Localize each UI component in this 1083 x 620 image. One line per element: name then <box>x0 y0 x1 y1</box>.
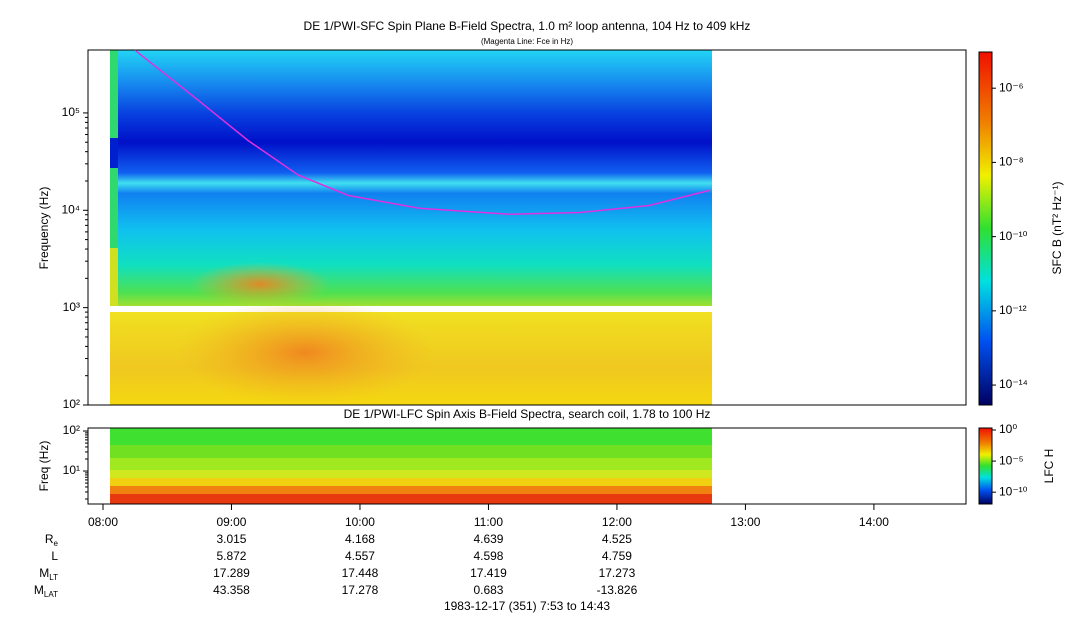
colorbar-tick-label: 10⁻⁶ <box>999 80 1024 94</box>
spectrogram-image <box>110 50 993 505</box>
colorbar-tick-label: 10⁻¹² <box>999 303 1027 317</box>
ephemeris-value: 5.872 <box>216 549 246 563</box>
ephemeris-value: 17.448 <box>342 566 379 580</box>
x-tick-label: 13:00 <box>730 515 760 529</box>
ephemeris-value: 17.278 <box>342 583 379 597</box>
y-tick-label: 10⁴ <box>61 202 80 216</box>
ephemeris-label: Re <box>45 532 59 548</box>
colorbar-tick-label: 10⁻⁵ <box>999 453 1024 467</box>
ephemeris-value: 4.557 <box>345 549 375 563</box>
y-axis-label: Freq (Hz) <box>37 441 51 492</box>
ephemeris-label: MLAT <box>34 583 58 599</box>
colorbar-tick-label: 10⁰ <box>999 422 1017 436</box>
ephemeris-value: 3.015 <box>216 532 246 546</box>
y-tick-label: 10² <box>63 423 80 437</box>
y-tick-label: 10¹ <box>63 463 80 477</box>
ephemeris-label: MLT <box>39 566 58 582</box>
plot-frame <box>87 427 967 505</box>
ephemeris-value: 17.273 <box>599 566 636 580</box>
ephemeris-label-sub: LAT <box>44 590 58 599</box>
chart-subtitle: (Magenta Line: Fce in Hz) <box>481 37 573 46</box>
ephemeris-value: -13.826 <box>597 583 638 597</box>
colorbar-tick-label: 10⁻¹⁰ <box>999 484 1028 498</box>
footer: 1983-12-17 (351) 7:53 to 14:43 <box>444 599 610 613</box>
plot-frame <box>87 49 967 406</box>
y-axis-label: Frequency (Hz) <box>37 187 51 270</box>
colorbar-label: SFC B (nT² Hz⁻¹) <box>1050 182 1064 275</box>
ephemeris-label-sub: e <box>54 539 59 548</box>
ephemeris-value: 4.598 <box>473 549 503 563</box>
x-tick-label: 09:00 <box>216 515 246 529</box>
ephemeris-value: 17.289 <box>213 566 250 580</box>
ephemeris-label-main: L <box>51 549 58 563</box>
chart-title: DE 1/PWI-SFC Spin Plane B-Field Spectra,… <box>304 19 751 33</box>
x-tick-label: 14:00 <box>859 515 889 529</box>
y-tick-label: 10³ <box>63 300 80 314</box>
colorbar-label: LFC H <box>1042 449 1056 484</box>
x-tick-label: 12:00 <box>602 515 632 529</box>
fce-line <box>134 49 710 216</box>
y-tick-label: 10² <box>63 397 80 411</box>
colorbar-tick-label: 10⁻⁸ <box>999 155 1024 169</box>
chart-title: DE 1/PWI-LFC Spin Axis B-Field Spectra, … <box>344 407 711 421</box>
y-tick-label: 10⁵ <box>62 105 80 119</box>
ephemeris-label-main: M <box>34 583 44 597</box>
ephemeris-value: 4.525 <box>602 532 632 546</box>
x-tick-label: 11:00 <box>474 515 503 529</box>
x-tick-label: 08:00 <box>88 515 118 529</box>
ephemeris-label: L <box>51 549 58 563</box>
ephemeris-label-main: M <box>39 566 49 580</box>
colorbar-tick-label: 10⁻¹⁰ <box>999 229 1028 243</box>
ephemeris-label-sub: LT <box>49 573 58 582</box>
ephemeris-label-main: R <box>45 532 54 546</box>
x-tick-label: 10:00 <box>345 515 375 529</box>
ephemeris-value: 43.358 <box>213 583 250 597</box>
ephemeris-value: 17.419 <box>470 566 507 580</box>
colorbar-tick-label: 10⁻¹⁴ <box>999 377 1028 391</box>
ephemeris-value: 4.759 <box>602 549 632 563</box>
ephemeris-value: 4.639 <box>473 532 503 546</box>
ephemeris-value: 4.168 <box>345 532 375 546</box>
ephemeris-value: 0.683 <box>473 583 503 597</box>
